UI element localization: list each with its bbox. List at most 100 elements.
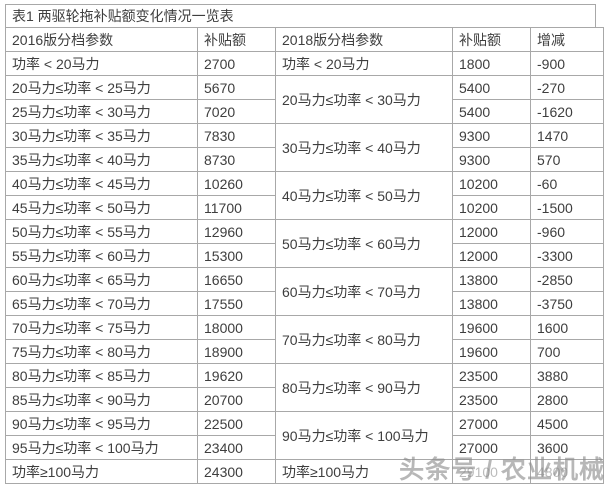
header-param-2016: 2016版分档参数 <box>5 27 198 52</box>
change-cell: 570 <box>530 147 604 172</box>
param-2016-cell: 75马力≤功率 < 80马力 <box>5 339 198 364</box>
table-row: 40马力≤功率 < 45马力 10260 40马力≤功率 < 50马力 10200 -6… <box>5 171 604 220</box>
param-2016-cell: 65马力≤功率 < 70马力 <box>5 291 198 316</box>
subsidy-2016-cell: 22500 <box>197 411 276 436</box>
table-row: 80马力≤功率 < 85马力 19620 80马力≤功率 < 90马力 23500 38… <box>5 363 604 412</box>
change-cell: -3300 <box>530 243 604 268</box>
subsidy-2016-cell: 8730 <box>197 147 276 172</box>
subsidy-table: 2016版分档参数 补贴额 2018版分档参数 补贴额 增减 功率 < 20马力… <box>5 27 604 484</box>
subsidy-2018-cell: 27000 <box>452 435 531 460</box>
table-row: 25马力≤功率 < 30马力 7020 5400 -1620 <box>5 99 604 124</box>
subsidy-2018-cell: 1800 <box>452 51 531 76</box>
param-2016-cell: 40马力≤功率 < 45马力 <box>5 171 198 196</box>
table-row: 90马力≤功率 < 95马力 22500 90马力≤功率 < 100马力 27000 4… <box>5 411 604 460</box>
change-cell: 700 <box>530 339 604 364</box>
table-row: 功率 < 20马力 2700 功率 < 20马力 1800 -900 <box>5 51 604 76</box>
param-2016-cell: 50马力≤功率 < 55马力 <box>5 219 198 244</box>
param-2018-cell: 80马力≤功率 < 90马力 <box>275 363 453 412</box>
param-2018-cell: 40马力≤功率 < 50马力 <box>275 171 453 220</box>
table-row: 20马力≤功率 < 25马力 5670 20马力≤功率 < 30马力 5400 -270 <box>5 75 604 124</box>
subsidy-2018-cell: 12000 <box>452 243 531 268</box>
change-cell: -2850 <box>530 267 604 292</box>
subsidy-2018-cell: 23500 <box>452 363 531 388</box>
subsidy-2016-cell: 17550 <box>197 291 276 316</box>
param-2016-cell: 功率≥100马力 <box>5 459 198 484</box>
change-cell: -960 <box>530 219 604 244</box>
table-body: 功率 < 20马力 2700 功率 < 20马力 1800 -900 20马力≤功率 < … <box>5 51 604 484</box>
param-2016-cell: 功率 < 20马力 <box>5 51 198 76</box>
subsidy-2018-cell: 5400 <box>452 75 531 100</box>
table-row: 55马力≤功率 < 60马力 15300 12000 -3300 <box>5 243 604 268</box>
subsidy-2018-cell: 23500 <box>452 387 531 412</box>
param-2016-cell: 25马力≤功率 < 30马力 <box>5 99 198 124</box>
param-2016-cell: 30马力≤功率 < 35马力 <box>5 123 198 148</box>
table-row: 45马力≤功率 < 50马力 11700 10200 -1500 <box>5 195 604 220</box>
subsidy-2016-cell: 12960 <box>197 219 276 244</box>
subsidy-2016-cell: 23400 <box>197 435 276 460</box>
param-2016-cell: 70马力≤功率 < 75马力 <box>5 315 198 340</box>
table-row: 75马力≤功率 < 80马力 18900 19600 700 <box>5 339 604 364</box>
change-cell: -1620 <box>530 99 604 124</box>
table-row: 60马力≤功率 < 65马力 16650 60马力≤功率 < 70马力 13800 -2… <box>5 267 604 316</box>
subsidy-2018-cell: 27000 <box>452 411 531 436</box>
change-cell: 3600 <box>530 435 604 460</box>
table-row: 功率≥100马力 24300 功率≥100马力 29100 4800 <box>5 459 604 484</box>
param-2016-cell: 90马力≤功率 < 95马力 <box>5 411 198 436</box>
param-2018-cell: 60马力≤功率 < 70马力 <box>275 267 453 316</box>
subsidy-2018-cell: 19600 <box>452 339 531 364</box>
param-2018-cell: 70马力≤功率 < 80马力 <box>275 315 453 364</box>
subsidy-2018-cell: 12000 <box>452 219 531 244</box>
subsidy-2016-cell: 15300 <box>197 243 276 268</box>
subsidy-2018-cell: 10200 <box>452 171 531 196</box>
header-subsidy-2018: 补贴额 <box>452 27 531 52</box>
param-2016-cell: 55马力≤功率 < 60马力 <box>5 243 198 268</box>
table-row: 65马力≤功率 < 70马力 17550 13800 -3750 <box>5 291 604 316</box>
subsidy-2016-cell: 11700 <box>197 195 276 220</box>
table-row: 95马力≤功率 < 100马力 23400 27000 3600 <box>5 435 604 460</box>
param-2016-cell: 20马力≤功率 < 25马力 <box>5 75 198 100</box>
param-2018-cell: 功率≥100马力 <box>275 459 453 484</box>
param-2016-cell: 95马力≤功率 < 100马力 <box>5 435 198 460</box>
param-2016-cell: 80马力≤功率 < 85马力 <box>5 363 198 388</box>
table-row: 85马力≤功率 < 90马力 20700 23500 2800 <box>5 387 604 412</box>
header-change: 增减 <box>530 27 604 52</box>
table-row: 50马力≤功率 < 55马力 12960 50马力≤功率 < 60马力 12000 -9… <box>5 219 604 268</box>
param-2016-cell: 85马力≤功率 < 90马力 <box>5 387 198 412</box>
param-2018-cell: 30马力≤功率 < 40马力 <box>275 123 453 172</box>
subsidy-2016-cell: 20700 <box>197 387 276 412</box>
subsidy-2016-cell: 5670 <box>197 75 276 100</box>
change-cell: -3750 <box>530 291 604 316</box>
param-2016-cell: 45马力≤功率 < 50马力 <box>5 195 198 220</box>
subsidy-2018-cell: 5400 <box>452 99 531 124</box>
param-2018-cell: 20马力≤功率 < 30马力 <box>275 75 453 124</box>
param-2018-cell: 功率 < 20马力 <box>275 51 453 76</box>
subsidy-2016-cell: 19620 <box>197 363 276 388</box>
subsidy-2016-cell: 7830 <box>197 123 276 148</box>
param-2016-cell: 35马力≤功率 < 40马力 <box>5 147 198 172</box>
header-param-2018: 2018版分档参数 <box>275 27 453 52</box>
change-cell: 1600 <box>530 315 604 340</box>
subsidy-2018-cell: 19600 <box>452 315 531 340</box>
subsidy-2016-cell: 2700 <box>197 51 276 76</box>
change-cell: -270 <box>530 75 604 100</box>
table-title: 表1 两驱轮拖补贴额变化情况一览表 <box>5 4 596 28</box>
subsidy-2018-cell: 13800 <box>452 291 531 316</box>
header-subsidy-2016: 补贴额 <box>197 27 276 52</box>
table-row: 35马力≤功率 < 40马力 8730 9300 570 <box>5 147 604 172</box>
change-cell: -900 <box>530 51 604 76</box>
subsidy-2016-cell: 16650 <box>197 267 276 292</box>
subsidy-2016-cell: 24300 <box>197 459 276 484</box>
change-cell: 1470 <box>530 123 604 148</box>
subsidy-2018-cell: 13800 <box>452 267 531 292</box>
change-cell: 3880 <box>530 363 604 388</box>
subsidy-2016-cell: 18900 <box>197 339 276 364</box>
subsidy-2016-cell: 18000 <box>197 315 276 340</box>
subsidy-2016-cell: 7020 <box>197 99 276 124</box>
change-cell: -1500 <box>530 195 604 220</box>
header-row: 2016版分档参数 补贴额 2018版分档参数 补贴额 增减 <box>5 27 604 52</box>
change-cell: 4500 <box>530 411 604 436</box>
param-2016-cell: 60马力≤功率 < 65马力 <box>5 267 198 292</box>
param-2018-cell: 90马力≤功率 < 100马力 <box>275 411 453 460</box>
table-row: 30马力≤功率 < 35马力 7830 30马力≤功率 < 40马力 9300 1470 <box>5 123 604 172</box>
subsidy-2018-cell: 9300 <box>452 147 531 172</box>
